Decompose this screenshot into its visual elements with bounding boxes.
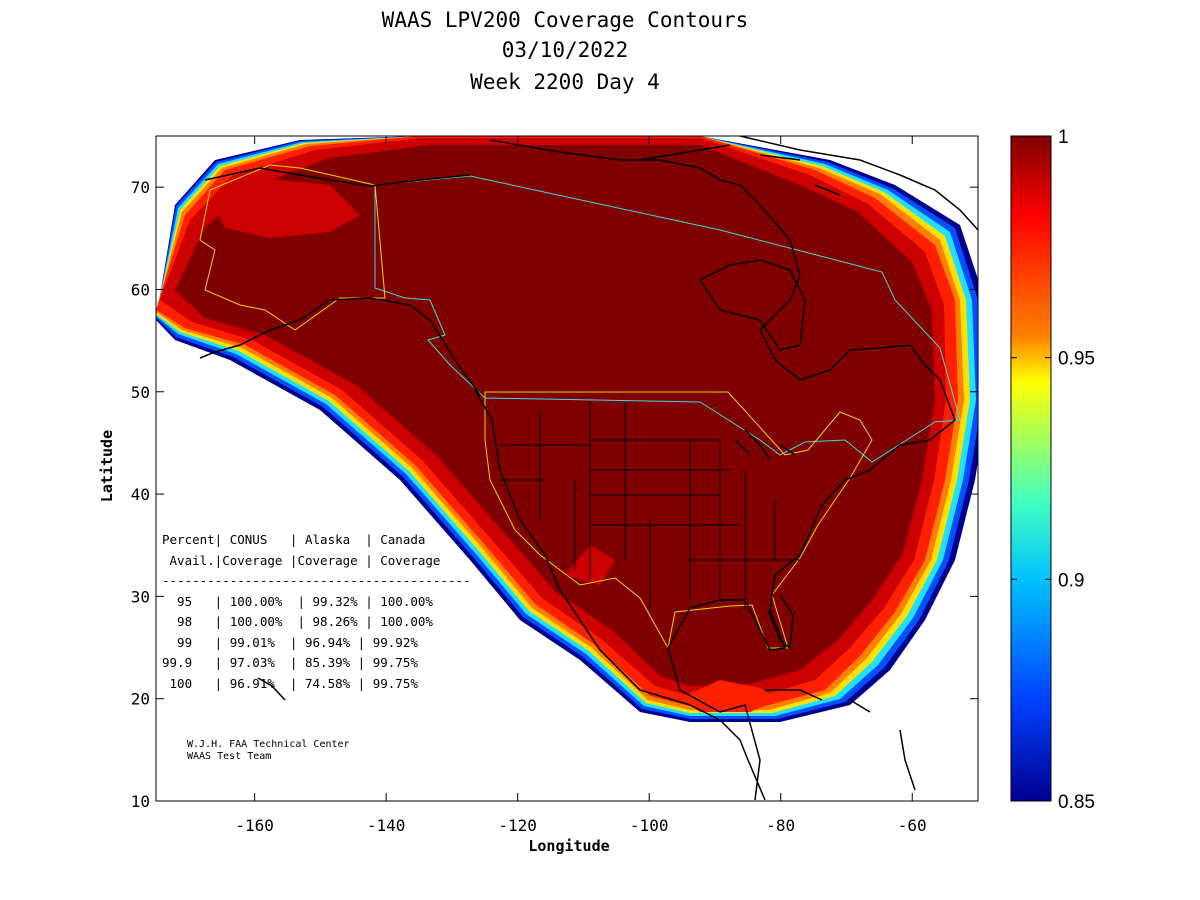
cuba: [765, 689, 823, 701]
y-tick-label: 30: [131, 587, 150, 606]
stats-separator: ----------------------------------------…: [162, 573, 471, 588]
west-coast: [474, 389, 766, 801]
great-lakes: [734, 429, 796, 461]
y-tick-label: 70: [131, 178, 150, 197]
stats-header-2: Avail.|Coverage |Coverage | Coverage: [162, 552, 441, 568]
caribbean-islands: [849, 699, 916, 791]
stats-row: 95 | 100.00% | 99.32% | 100.00%: [162, 593, 433, 609]
y-axis-label: Latitude: [98, 430, 116, 502]
colorbar-tick-label: 0.85: [1058, 792, 1095, 813]
coverage-stats-table: Percent| CONUS | Alaska | Canada Avail.|…: [162, 530, 471, 694]
x-tick-label: -120: [498, 816, 537, 835]
y-tick-label: 50: [131, 383, 150, 402]
hawaii: [257, 677, 286, 701]
x-tick-label: -100: [630, 816, 669, 835]
colorbar-tick-label: 0.9: [1058, 570, 1084, 591]
credit-line-1: W.J.H. FAA Technical Center: [187, 739, 350, 750]
y-axis-ticks: 10 20 30 40 50 60 70: [131, 178, 978, 811]
y-tick-label: 20: [131, 690, 150, 709]
coverage-contours: [156, 136, 978, 722]
y-tick-label: 60: [131, 280, 150, 299]
x-tick-label: -80: [766, 816, 795, 835]
stats-row: 99 | 99.01% | 96.94% | 99.92%: [162, 634, 418, 650]
hudson-bay: [698, 259, 806, 351]
arctic-islands: [639, 144, 841, 196]
credit-block: W.J.H. FAA Technical Center WAAS Test Te…: [187, 739, 350, 763]
north-america-coast: [489, 139, 956, 801]
x-tick-label: -60: [898, 816, 927, 835]
x-axis-ticks: -160 -140 -120 -100 -80 -60: [235, 136, 927, 835]
state-lines: [500, 402, 800, 610]
x-tick-label: -160: [235, 816, 274, 835]
alaska-coast: [199, 297, 481, 396]
x-tick-label: -140: [367, 816, 406, 835]
conus-boundary: [484, 391, 873, 650]
map-week-day: Week 2200 Day 4: [470, 70, 660, 94]
stats-row: 98 | 100.00% | 98.26% | 100.00%: [162, 614, 433, 629]
alaska-north-coast: [204, 167, 471, 187]
map-title: WAAS LPV200 Coverage Contours: [381, 8, 749, 32]
stats-row: 99.9 | 97.03% | 85.39% | 99.75%: [162, 655, 418, 670]
credit-line-2: WAAS Test Team: [187, 751, 272, 762]
map-date: 03/10/2022: [501, 38, 629, 62]
x-axis-label: Longitude: [528, 837, 609, 855]
florida: [767, 594, 794, 650]
map-outlines: [199, 136, 978, 801]
colorbar-tick-label: 1: [1058, 127, 1069, 148]
colorbar: [1010, 135, 1052, 802]
alaska-boundary: [199, 164, 386, 331]
coastlines: [199, 136, 978, 801]
contour-patch-alaska: [210, 178, 360, 238]
greenland-edge: [739, 136, 978, 231]
plot-frame: [155, 135, 979, 802]
stats-row: 100 | 96.91% | 74.58% | 99.75%: [162, 675, 418, 691]
y-tick-label: 40: [131, 485, 150, 504]
stats-header-1: Percent| CONUS | Alaska | Canada: [162, 532, 426, 547]
canada-boundary: [374, 175, 961, 463]
colorbar-ticks: 1 0.95 0.9 0.85: [1011, 127, 1095, 813]
y-tick-label: 10: [131, 792, 150, 811]
colorbar-tick-label: 0.95: [1058, 349, 1095, 370]
